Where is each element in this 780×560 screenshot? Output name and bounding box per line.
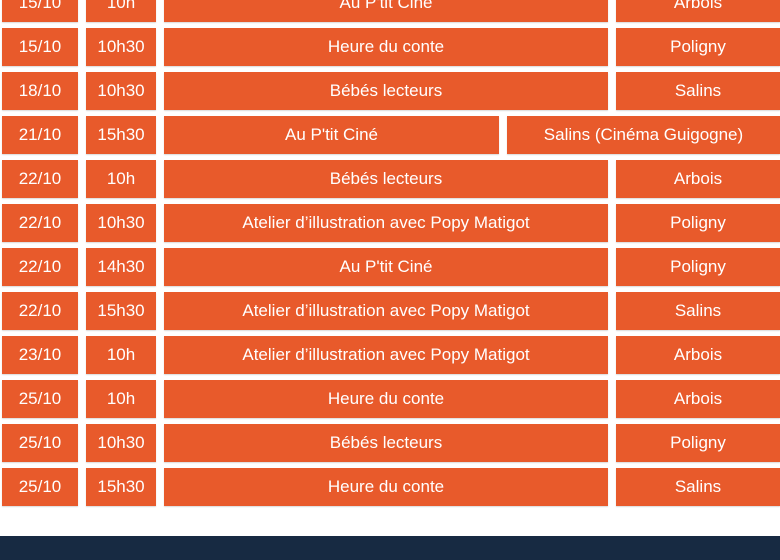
event-cell: Atelier d’illustration avec Popy Matigot: [164, 204, 608, 242]
table-row: 25/10 10h Heure du conte Arbois: [0, 380, 780, 418]
time-cell: 10h30: [86, 204, 156, 242]
table-row: 22/10 10h Bébés lecteurs Arbois: [0, 160, 780, 198]
date-cell: 25/10: [2, 468, 78, 506]
date-cell: 25/10: [2, 424, 78, 462]
table-row: 22/10 15h30 Atelier d’illustration avec Po…: [0, 292, 780, 330]
place-cell: Poligny: [616, 204, 780, 242]
date-cell: 15/10: [2, 28, 78, 66]
table-row: 25/10 15h30 Heure du conte Salins: [0, 468, 780, 506]
event-cell: Atelier d’illustration avec Popy Matigot: [164, 292, 608, 330]
time-cell: 10h30: [86, 424, 156, 462]
place-cell: Salins: [616, 468, 780, 506]
place-cell: Poligny: [616, 424, 780, 462]
place-cell: Arbois: [616, 380, 780, 418]
time-cell: 10h: [86, 0, 156, 22]
time-cell: 10h: [86, 380, 156, 418]
table-row: 15/10 10h30 Heure du conte Poligny: [0, 28, 780, 66]
date-cell: 22/10: [2, 248, 78, 286]
time-cell: 15h30: [86, 292, 156, 330]
event-cell: Atelier d’illustration avec Popy Matigot: [164, 336, 608, 374]
date-cell: 18/10: [2, 72, 78, 110]
date-cell: 15/10: [2, 0, 78, 22]
event-cell: Au P'tit Ciné: [164, 0, 608, 22]
time-cell: 10h: [86, 336, 156, 374]
time-cell: 15h30: [86, 116, 156, 154]
place-cell: Salins: [616, 72, 780, 110]
date-cell: 21/10: [2, 116, 78, 154]
event-cell: Au P'tit Ciné: [164, 116, 499, 154]
time-cell: 10h: [86, 160, 156, 198]
place-cell: Arbois: [616, 0, 780, 22]
footer-bar: [0, 536, 780, 560]
table-row: 18/10 10h30 Bébés lecteurs Salins: [0, 72, 780, 110]
place-cell: Arbois: [616, 336, 780, 374]
table-row: 15/10 10h Au P'tit Ciné Arbois: [0, 0, 780, 22]
time-cell: 10h30: [86, 72, 156, 110]
table-row: 21/10 15h30 Au P'tit Ciné Salins (Cinéma Gu…: [0, 116, 780, 154]
place-cell: Poligny: [616, 28, 780, 66]
place-cell: Poligny: [616, 248, 780, 286]
event-cell: Bébés lecteurs: [164, 160, 608, 198]
event-cell: Bébés lecteurs: [164, 72, 608, 110]
place-cell: Salins (Cinéma Guigogne): [507, 116, 780, 154]
date-cell: 23/10: [2, 336, 78, 374]
date-cell: 22/10: [2, 160, 78, 198]
event-cell: Heure du conte: [164, 468, 608, 506]
date-cell: 22/10: [2, 292, 78, 330]
event-cell: Heure du conte: [164, 380, 608, 418]
table-row: 23/10 10h Atelier d’illustration avec Popy…: [0, 336, 780, 374]
event-cell: Au P'tit Ciné: [164, 248, 608, 286]
event-cell: Bébés lecteurs: [164, 424, 608, 462]
table-row: 22/10 14h30 Au P'tit Ciné Poligny: [0, 248, 780, 286]
time-cell: 10h30: [86, 28, 156, 66]
place-cell: Salins: [616, 292, 780, 330]
event-cell: Heure du conte: [164, 28, 608, 66]
date-cell: 22/10: [2, 204, 78, 242]
date-cell: 25/10: [2, 380, 78, 418]
table-row: 25/10 10h30 Bébés lecteurs Poligny: [0, 424, 780, 462]
table-row: 22/10 10h30 Atelier d’illustration avec Po…: [0, 204, 780, 242]
time-cell: 15h30: [86, 468, 156, 506]
place-cell: Arbois: [616, 160, 780, 198]
time-cell: 14h30: [86, 248, 156, 286]
